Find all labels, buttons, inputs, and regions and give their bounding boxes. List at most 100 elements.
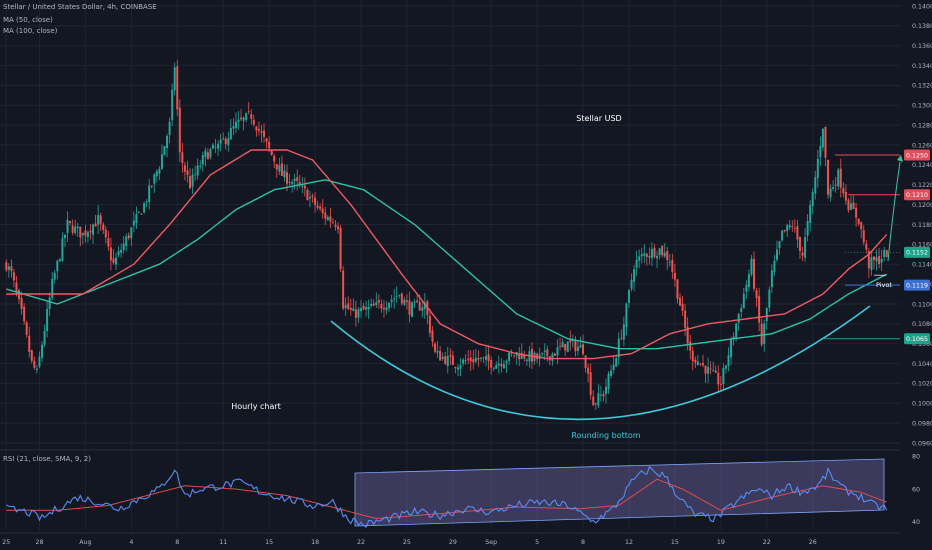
candle-body bbox=[500, 363, 503, 367]
candle-body bbox=[398, 295, 401, 296]
symbol-legend[interactable]: Stellar / United States Dollar, 4h, COIN… bbox=[3, 3, 157, 11]
candle-body bbox=[178, 107, 181, 153]
candle-body bbox=[786, 225, 789, 232]
candle-body bbox=[418, 301, 421, 311]
candle-body bbox=[265, 138, 268, 142]
candle-body bbox=[811, 192, 814, 207]
candle-body bbox=[33, 360, 36, 368]
candle-body bbox=[883, 249, 886, 258]
candle-body bbox=[109, 247, 112, 261]
candle-body bbox=[587, 367, 590, 374]
candle-body bbox=[79, 226, 82, 238]
candle-body bbox=[12, 272, 15, 281]
candle-body bbox=[492, 367, 495, 369]
candle-body bbox=[605, 386, 608, 394]
candle-body bbox=[160, 154, 163, 169]
candle-body bbox=[564, 344, 567, 351]
candle-body bbox=[594, 403, 597, 405]
candle-body bbox=[648, 256, 651, 258]
price-label-text: 0.1119 bbox=[906, 282, 928, 289]
candle-body bbox=[849, 203, 852, 210]
candle-body bbox=[625, 303, 628, 327]
candle-body bbox=[819, 146, 822, 158]
candle-body bbox=[314, 197, 317, 206]
candle-body bbox=[291, 181, 294, 184]
candle-body bbox=[592, 396, 595, 406]
candle-body bbox=[559, 345, 562, 347]
candle-body bbox=[645, 253, 648, 257]
candle-body bbox=[293, 178, 296, 182]
candle-body bbox=[58, 259, 61, 262]
time-tick-label: 12 bbox=[625, 539, 633, 546]
candle-body bbox=[630, 279, 633, 289]
hourly-chart-label: Hourly chart bbox=[231, 402, 281, 411]
rsi-legend[interactable]: RSI (21, close, SMA, 9, 2) bbox=[3, 455, 91, 463]
candle-body bbox=[283, 170, 286, 178]
projection-arrow bbox=[887, 161, 901, 262]
candle-body bbox=[469, 357, 472, 362]
candle-body bbox=[699, 363, 702, 365]
candle-body bbox=[204, 150, 207, 158]
candle-body bbox=[15, 282, 18, 292]
candle-body bbox=[7, 266, 10, 271]
candle-body bbox=[76, 226, 79, 228]
candle-body bbox=[673, 272, 676, 280]
candle-body bbox=[416, 300, 419, 303]
candle-body bbox=[658, 248, 661, 256]
candle-body bbox=[148, 185, 151, 202]
price-label-text: 0.1210 bbox=[906, 192, 928, 199]
candle-body bbox=[222, 138, 225, 140]
time-axis[interactable]: 25 28 Aug 4 8 11 15 18 22 25 29 Sep 5 8 12 15 19 22 26 bbox=[2, 539, 816, 546]
candle-body bbox=[255, 126, 258, 131]
candle-body bbox=[155, 171, 158, 177]
price-tick-label: 0.1240 bbox=[912, 162, 932, 169]
candle-body bbox=[444, 356, 447, 364]
candle-body bbox=[485, 355, 488, 360]
candle-body bbox=[25, 322, 28, 335]
price-tick-label: 0.1080 bbox=[912, 321, 932, 328]
candle-body bbox=[599, 394, 602, 396]
candles bbox=[5, 59, 888, 410]
candle-body bbox=[86, 232, 89, 238]
candle-body bbox=[561, 342, 564, 348]
candle-body bbox=[382, 308, 385, 310]
candle-body bbox=[120, 249, 123, 253]
time-tick-label: 28 bbox=[35, 539, 43, 546]
candle-body bbox=[166, 136, 169, 149]
candle-body bbox=[676, 279, 679, 299]
time-tick-label: 25 bbox=[403, 539, 411, 546]
candle-body bbox=[860, 222, 863, 230]
candle-body bbox=[679, 297, 682, 306]
ma100-legend[interactable]: MA (100, close) bbox=[3, 27, 58, 35]
candle-body bbox=[724, 365, 727, 369]
candle-body bbox=[824, 126, 827, 158]
candle-body bbox=[490, 359, 493, 368]
candle-body bbox=[796, 226, 799, 240]
candle-body bbox=[755, 290, 758, 299]
price-axis[interactable]: 0.1400 0.1380 0.1360 0.1340 0.1320 0.1300 0.12… bbox=[904, 3, 932, 447]
candle-body bbox=[459, 365, 462, 369]
candle-body bbox=[334, 224, 337, 227]
candle-body bbox=[43, 330, 46, 345]
candle-body bbox=[150, 185, 153, 187]
candle-body bbox=[303, 185, 306, 189]
candle-body bbox=[712, 370, 715, 371]
ma50-legend[interactable]: MA (50, close) bbox=[3, 16, 53, 24]
candle-body bbox=[352, 308, 355, 311]
candle-body bbox=[513, 355, 516, 357]
candle-body bbox=[451, 355, 454, 366]
candle-body bbox=[56, 260, 59, 272]
rsi-channel-band bbox=[354, 458, 885, 527]
candle-body bbox=[474, 357, 477, 362]
candle-body bbox=[436, 350, 439, 353]
candle-body bbox=[413, 301, 416, 303]
candle-body bbox=[878, 256, 881, 265]
candle-body bbox=[758, 296, 761, 323]
candle-body bbox=[171, 89, 174, 121]
price-label-text: 0.1065 bbox=[906, 336, 928, 343]
time-tick-label: 15 bbox=[671, 539, 679, 546]
candle-body bbox=[393, 298, 396, 300]
candle-body bbox=[209, 149, 212, 158]
candle-body bbox=[487, 354, 490, 362]
